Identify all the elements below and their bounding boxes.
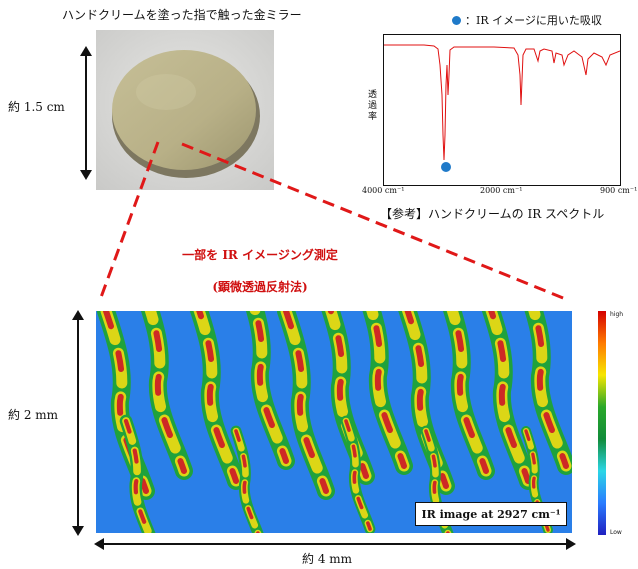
absorption-marker xyxy=(441,162,451,172)
tick-900: 900 cm⁻¹ xyxy=(600,186,638,195)
colorbar-low-label: Low xyxy=(610,529,622,536)
spectrum-legend: ：IR イメージに用いた吸収 xyxy=(452,12,602,28)
tick-2000: 2000 cm⁻¹ xyxy=(480,186,523,195)
ir-width-label: 約 4 mm xyxy=(302,552,353,566)
ir-height-arrow xyxy=(72,310,84,536)
mirror-height-arrow xyxy=(80,46,92,180)
mirror-title: ハンドクリームを塗った指で触った金ミラー xyxy=(62,8,302,22)
ir-spectrum-chart xyxy=(383,34,621,186)
colorbar-high-label: high xyxy=(610,311,624,318)
ir-image xyxy=(96,311,572,533)
ir-image-label: IR image at 2927 cm⁻¹ xyxy=(415,502,567,526)
spectrum-line xyxy=(384,44,621,161)
ir-height-label: 約 2 mm xyxy=(8,408,59,422)
colorbar xyxy=(598,311,606,535)
gold-mirror-photo xyxy=(96,30,274,190)
absorption-marker-icon xyxy=(452,16,461,25)
ir-width-arrow xyxy=(94,538,576,550)
measurement-subtitle: (顕微透過反射法) xyxy=(212,280,308,294)
tick-4000: 4000 cm⁻¹ xyxy=(362,186,405,195)
mirror-size-label: 約 1.5 cm xyxy=(8,100,65,114)
measurement-title: 一部を IR イメージング測定 xyxy=(182,248,338,262)
transmittance-label: 透 過 率 xyxy=(368,90,378,122)
spectrum-caption: 【参考】ハンドクリームの IR スペクトル xyxy=(380,207,605,221)
